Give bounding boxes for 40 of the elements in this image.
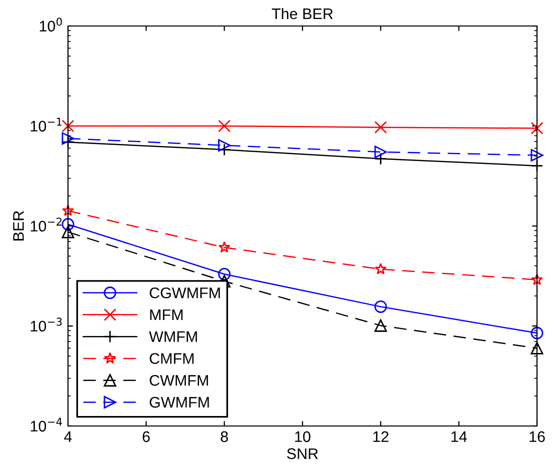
- point: [530, 122, 544, 134]
- x-tick-label: 4: [64, 431, 72, 442]
- point: [62, 226, 74, 238]
- point: [62, 120, 74, 132]
- point: [374, 121, 387, 134]
- x-axis-title: SNR: [287, 448, 318, 460]
- y-tick-label: 10$^{−4}$: [30, 418, 62, 432]
- x-tick-label: 10: [295, 431, 310, 442]
- point: [530, 326, 544, 340]
- x-tick-label: 8: [220, 431, 228, 442]
- point: [531, 274, 543, 285]
- y-tick-label: 10$^{−2}$: [30, 218, 62, 232]
- point: [374, 262, 387, 274]
- legend-label: CMFM: [150, 353, 194, 364]
- point: [218, 139, 231, 152]
- point: [374, 319, 387, 332]
- x-tick-label: 6: [142, 431, 150, 442]
- y-tick-label: 10$^{−1}$: [30, 118, 62, 132]
- legend-label: GWMFM: [150, 396, 209, 408]
- y-tick-label: 10$^{−3}$: [30, 318, 62, 332]
- legend-label: CWMFM: [150, 375, 208, 386]
- point: [218, 241, 230, 253]
- point: [218, 120, 231, 132]
- point: [374, 300, 387, 313]
- point: [62, 204, 74, 216]
- point: [218, 268, 231, 280]
- chart-title: The BER: [272, 8, 333, 20]
- point: [530, 148, 544, 162]
- y-axis-title: BER: [13, 211, 24, 240]
- x-tick-label: 14: [452, 431, 467, 442]
- y-tick-label: 10$^{0}$: [40, 18, 62, 32]
- legend-label: WMFM: [149, 331, 197, 342]
- point: [62, 218, 74, 231]
- x-tick-label: 12: [373, 431, 388, 442]
- point: [62, 132, 74, 145]
- x-tick-label: 16: [530, 431, 545, 442]
- legend-label: CGWMFM: [150, 287, 220, 298]
- point: [530, 342, 544, 354]
- legend-label: MFM: [150, 310, 183, 320]
- point: [374, 146, 387, 158]
